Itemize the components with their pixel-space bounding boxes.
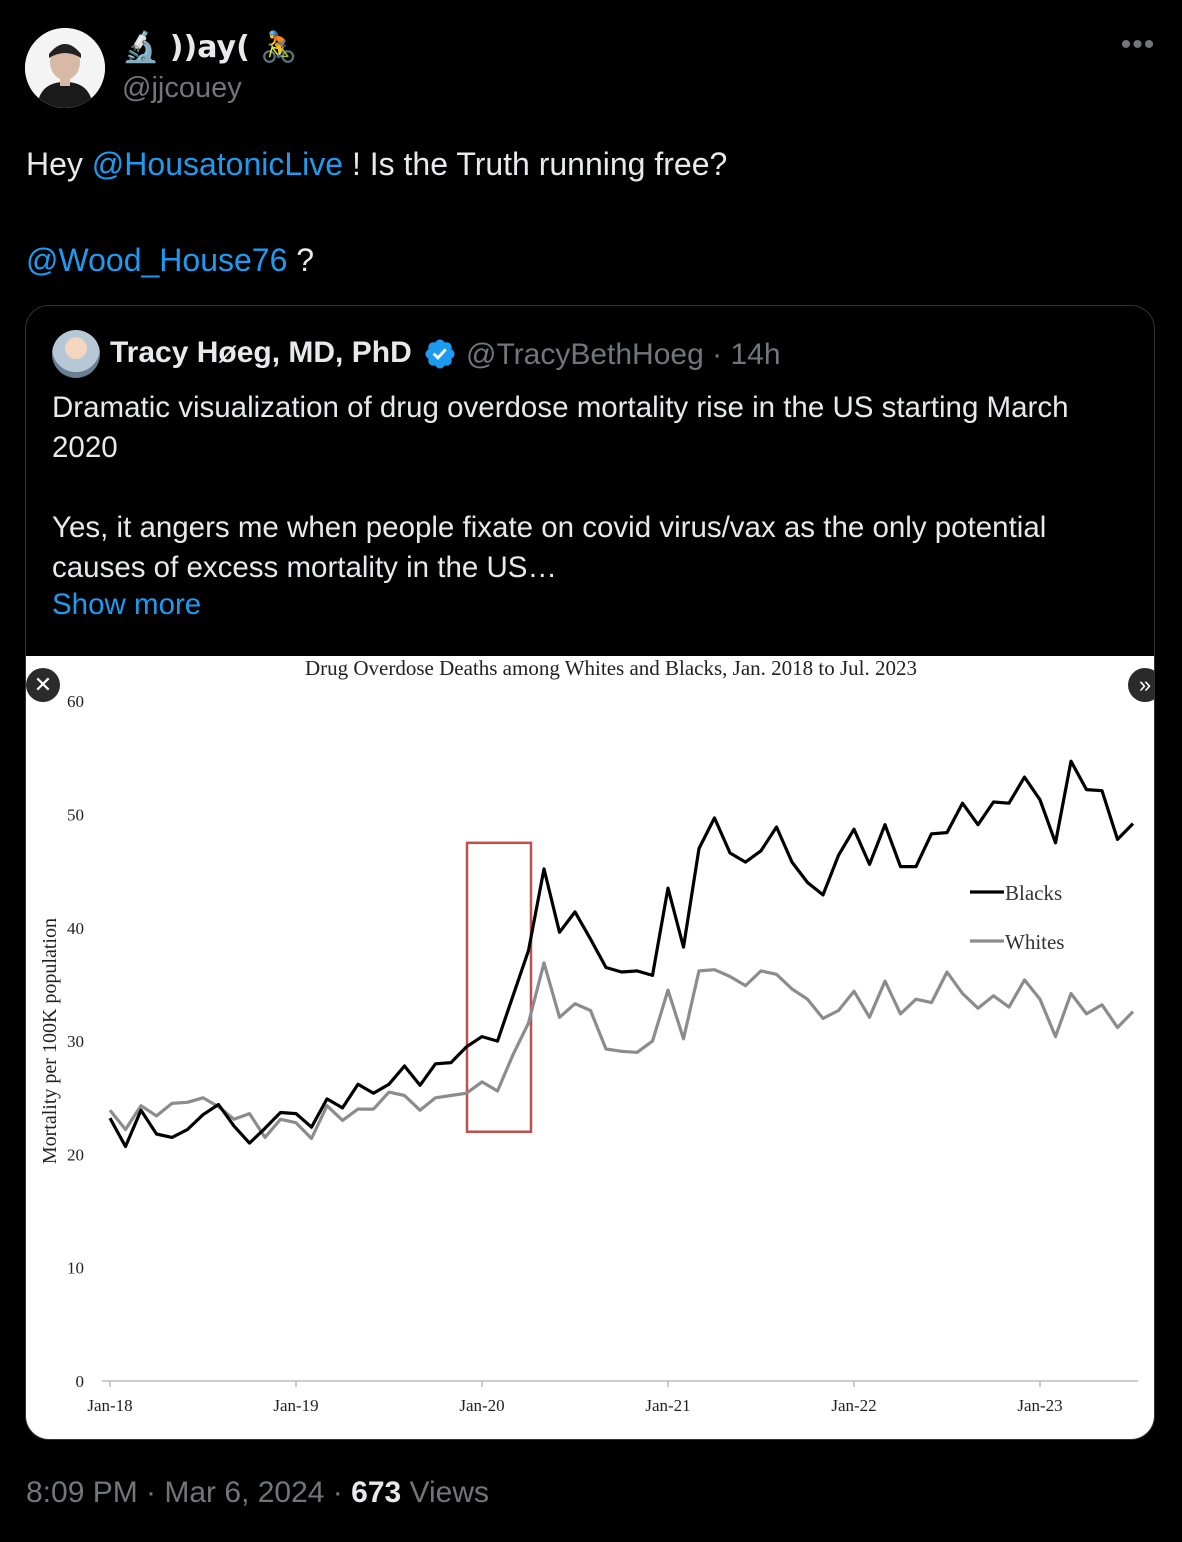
y-tick-label: 10 bbox=[67, 1259, 84, 1278]
mention-link[interactable]: @HousatonicLive bbox=[91, 146, 344, 182]
quoted-author-avatar[interactable] bbox=[52, 330, 100, 378]
x-tick-label: Jan-21 bbox=[645, 1396, 690, 1415]
verified-badge-icon bbox=[425, 339, 455, 369]
views-count: 673 bbox=[351, 1476, 402, 1509]
mention-link[interactable]: @Wood_House76 bbox=[26, 242, 288, 278]
avatar-image bbox=[25, 28, 105, 108]
legend-label-blacks: Blacks bbox=[1005, 881, 1062, 905]
tweet-text-suffix: ? bbox=[287, 242, 315, 278]
highlight-box bbox=[465, 841, 533, 1133]
quoted-handle-text: @TracyBethHoeg bbox=[466, 338, 704, 371]
show-more-link[interactable]: Show more bbox=[52, 588, 202, 621]
y-tick-label: 40 bbox=[67, 919, 84, 938]
y-tick-label: 60 bbox=[67, 692, 84, 711]
chevron-double-right-icon[interactable]: » bbox=[1128, 668, 1154, 702]
quoted-author-name[interactable]: Tracy Høeg, MD, PhD bbox=[110, 336, 412, 369]
tweet-text: Hey @HousatonicLive ! Is the Truth runni… bbox=[26, 140, 1156, 284]
author-handle[interactable]: @jjcouey bbox=[122, 72, 242, 104]
author-display-name[interactable]: 🔬 ))ay( 🚴 bbox=[122, 30, 298, 65]
author-avatar[interactable] bbox=[25, 28, 105, 108]
y-tick-label: 0 bbox=[76, 1372, 85, 1391]
y-tick-label: 30 bbox=[67, 1032, 84, 1051]
quoted-tweet-text: Dramatic visualization of drug overdose … bbox=[52, 388, 1137, 588]
quoted-paragraph: Dramatic visualization of drug overdose … bbox=[52, 391, 1069, 464]
views-label: Views bbox=[401, 1476, 490, 1509]
tweet-text-mid: ! Is the Truth running free? bbox=[343, 146, 728, 182]
quoted-author-handle[interactable]: @TracyBethHoeg · 14h bbox=[466, 338, 781, 372]
y-axis-label: Mortality per 100K population bbox=[39, 918, 61, 1164]
close-icon[interactable]: ✕ bbox=[26, 668, 60, 702]
x-tick-label: Jan-23 bbox=[1017, 1396, 1062, 1415]
tweet-timestamp[interactable]: 8:09 PM · Mar 6, 2024 · bbox=[26, 1476, 352, 1509]
tweet-text-prefix: Hey bbox=[26, 146, 92, 182]
x-tick-label: Jan-19 bbox=[273, 1396, 318, 1415]
more-icon[interactable]: ••• bbox=[1120, 28, 1156, 61]
y-tick-label: 20 bbox=[67, 1145, 84, 1164]
quoted-paragraph: Yes, it angers me when people fixate on … bbox=[52, 511, 1047, 584]
x-tick-label: Jan-20 bbox=[459, 1396, 504, 1415]
quoted-tweet[interactable]: Tracy Høeg, MD, PhD @TracyBethHoeg · 14h… bbox=[25, 305, 1155, 1440]
overdose-line-chart: Drug Overdose Deaths among Whites and Bl… bbox=[39, 656, 1138, 1415]
chart-image[interactable]: Drug Overdose Deaths among Whites and Bl… bbox=[26, 656, 1154, 1439]
quoted-timestamp: · 14h bbox=[712, 338, 781, 371]
y-tick-label: 50 bbox=[67, 806, 84, 825]
legend-label-whites: Whites bbox=[1005, 930, 1064, 954]
tweet-meta: 8:09 PM · Mar 6, 2024 · 673 Views bbox=[26, 1476, 489, 1510]
x-tick-label: Jan-18 bbox=[87, 1396, 132, 1415]
chart-title: Drug Overdose Deaths among Whites and Bl… bbox=[305, 656, 917, 680]
series-line-whites bbox=[108, 961, 1135, 1141]
x-tick-label: Jan-22 bbox=[831, 1396, 876, 1415]
series-line-blacks bbox=[108, 759, 1135, 1149]
